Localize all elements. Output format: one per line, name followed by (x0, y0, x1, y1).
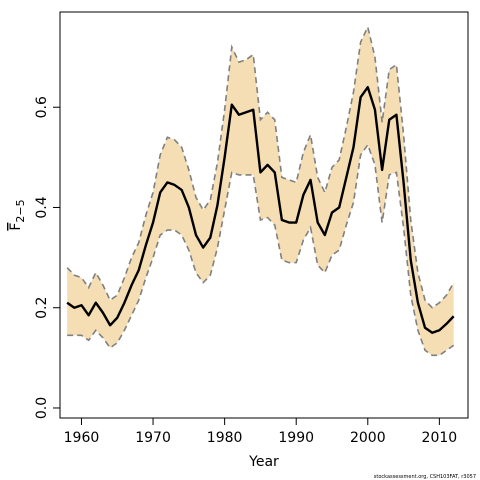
x-tick-label: 1990 (278, 430, 314, 446)
footer-credit: stockassessment.org, CSH103FAT, r3057 (374, 474, 476, 480)
y-tick-label: 0.0 (34, 397, 50, 419)
x-tick-label: 1970 (135, 430, 171, 446)
svg-text:F2−5: F2−5 (8, 199, 27, 230)
plot-area (66, 24, 455, 357)
x-tick-label: 1960 (64, 430, 100, 446)
plot-frame (59, 11, 469, 419)
y-axis-title: F2−5 (8, 199, 27, 230)
y-axis-title-main: F (8, 223, 24, 231)
x-tick-label: 2010 (422, 430, 458, 446)
y-tick-label: 0.6 (34, 96, 50, 118)
lower-bound-line (67, 143, 455, 357)
estimate-line (66, 85, 455, 334)
y-tick-label: 0.4 (34, 196, 50, 218)
x-axis: 1960 1970 1980 1990 2000 2010 (64, 418, 458, 446)
y-tick-label: 0.2 (34, 297, 50, 319)
confidence-band (67, 27, 454, 356)
x-tick-label: 2000 (350, 430, 386, 446)
x-axis-title: Year (248, 454, 279, 470)
y-axis-title-subscript: 2−5 (14, 199, 27, 222)
y-axis: 0.0 0.2 0.4 0.6 (34, 96, 60, 419)
x-tick-label: 1980 (207, 430, 243, 446)
upper-bound-line (66, 24, 455, 309)
